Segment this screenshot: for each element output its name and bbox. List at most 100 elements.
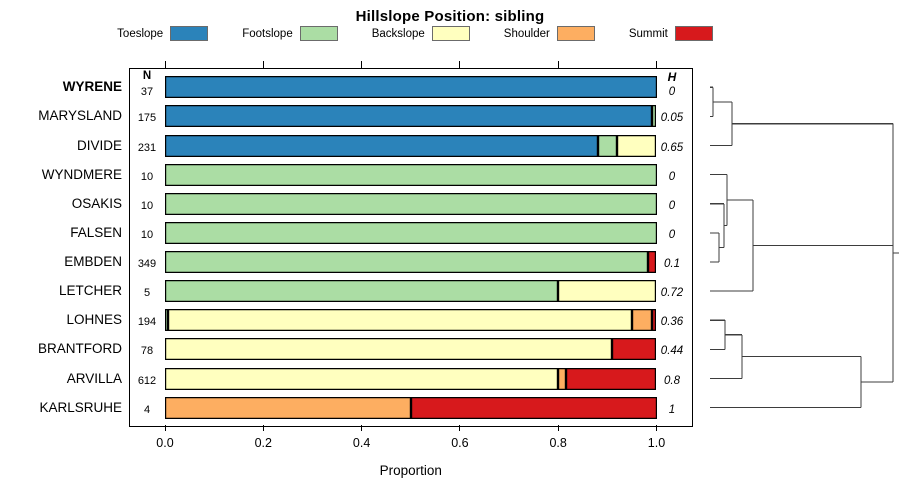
bar-segment-footslope <box>597 134 618 157</box>
bar-segment-footslope <box>165 251 648 274</box>
bar-segment-backslope <box>558 280 657 303</box>
row-label-embden: EMBDEN <box>64 254 122 270</box>
legend-item-toeslope: Toeslope <box>117 26 209 41</box>
legend-label: Toeslope <box>117 27 164 40</box>
bar-segment-summit <box>651 309 657 332</box>
row-h-value: 0.05 <box>660 112 684 125</box>
row-h-value: 0 <box>668 86 676 99</box>
row-h-value: 0.44 <box>660 345 684 358</box>
bar-segment-shoulder <box>558 367 566 390</box>
row-n-value: 10 <box>140 170 154 183</box>
x-axis-tick <box>262 424 264 431</box>
n-column-header: N <box>142 70 152 83</box>
legend: Toeslope Footslope Backslope Shoulder Summit <box>0 26 830 41</box>
x-axis-tick-top <box>656 61 657 68</box>
bar-segment-summit <box>410 396 657 419</box>
x-axis-tick-top <box>164 61 166 68</box>
legend-swatch-footslope-icon <box>299 26 338 41</box>
legend-item-backslope: Backslope <box>372 26 470 41</box>
bar-row-wyndmere <box>165 163 657 186</box>
bar-segment-backslope <box>165 338 613 361</box>
row-h-value: 0 <box>668 199 676 212</box>
legend-label: Footslope <box>242 27 293 40</box>
row-n-value: 10 <box>140 199 154 212</box>
x-axis-tick <box>557 424 559 431</box>
row-label-brantford: BRANTFORD <box>38 341 122 357</box>
bar-segment-shoulder <box>631 309 652 332</box>
bar-row-marysland <box>165 105 657 128</box>
x-axis-tick-top <box>361 61 363 68</box>
row-label-letcher: LETCHER <box>58 283 122 299</box>
legend-label: Shoulder <box>503 27 550 40</box>
bar-row-letcher <box>165 280 657 303</box>
legend-swatch-shoulder-icon <box>556 26 595 41</box>
x-axis-title: Proportion <box>379 463 442 478</box>
row-n-value: 349 <box>137 258 157 271</box>
row-n-value: 231 <box>137 141 157 154</box>
bar-row-karlsruhe <box>165 396 657 419</box>
x-axis-tick <box>361 424 363 431</box>
row-n-value: 194 <box>137 316 157 329</box>
bar-segment-footslope <box>165 309 168 332</box>
bar-row-brantford <box>165 338 657 361</box>
x-axis-tick <box>459 424 461 431</box>
bar-segment-footslope <box>651 105 657 128</box>
h-column-header: H <box>667 69 677 84</box>
bar-row-arvilla <box>165 367 657 390</box>
legend-swatch-backslope-icon <box>431 26 470 41</box>
row-n-value: 37 <box>140 86 154 99</box>
page-title: Hillslope Position: sibling <box>355 8 545 25</box>
legend-label: Summit <box>628 27 668 40</box>
bar-row-falsen <box>165 221 657 244</box>
row-h-value: 1 <box>668 403 676 416</box>
legend-item-footslope: Footslope <box>242 26 338 41</box>
bar-segment-summit <box>647 251 657 274</box>
x-axis-tick-label: 0.4 <box>352 436 371 450</box>
x-axis-tick-top <box>262 61 264 68</box>
x-axis-tick-label: 0.2 <box>254 436 272 450</box>
bar-segment-footslope <box>165 163 657 186</box>
x-axis-tick <box>164 424 166 431</box>
row-n-value: 5 <box>143 287 151 300</box>
x-axis-tick-top <box>459 61 461 68</box>
legend-swatch-toeslope-icon <box>170 26 209 41</box>
bar-segment-backslope <box>617 134 657 157</box>
row-label-wyndmere: WYNDMERE <box>41 166 122 182</box>
bar-row-lohnes <box>165 309 657 332</box>
x-axis-tick-label: 0.0 <box>156 436 174 450</box>
bar-segment-shoulder <box>165 396 411 419</box>
row-label-marysland: MARYSLAND <box>38 108 122 124</box>
row-n-value: 10 <box>140 228 154 241</box>
row-h-value: 0.1 <box>664 258 680 271</box>
bar-segment-summit <box>565 367 657 390</box>
bar-segment-toeslope <box>165 105 652 128</box>
bar-segment-backslope <box>167 309 632 332</box>
row-n-value: 78 <box>140 345 154 358</box>
row-n-value: 175 <box>137 112 157 125</box>
row-label-osakis: OSAKIS <box>71 195 122 211</box>
x-axis-tick-label: 1.0 <box>647 436 666 450</box>
row-label-wyrene: WYRENE <box>62 79 122 95</box>
row-label-falsen: FALSEN <box>70 224 122 240</box>
legend-item-summit: Summit <box>629 26 713 41</box>
bar-segment-footslope <box>165 280 559 303</box>
row-n-value: 4 <box>143 403 151 416</box>
row-label-divide: DIVIDE <box>76 137 122 153</box>
bar-segment-backslope <box>165 367 559 390</box>
row-n-value: 612 <box>137 374 157 387</box>
legend-item-shoulder: Shoulder <box>504 26 595 41</box>
row-label-lohnes: LOHNES <box>66 312 122 328</box>
bar-segment-summit <box>612 338 657 361</box>
bar-segment-footslope <box>165 192 657 215</box>
row-h-value: 0.72 <box>660 287 684 300</box>
x-axis-tick <box>656 424 657 431</box>
bar-row-osakis <box>165 192 657 215</box>
bar-segment-footslope <box>165 221 657 244</box>
row-h-value: 0 <box>668 170 676 183</box>
x-axis-tick-label: 0.8 <box>549 436 567 450</box>
bar-row-embden <box>165 251 657 274</box>
bar-segment-toeslope <box>165 134 598 157</box>
row-label-karlsruhe: KARLSRUHE <box>39 399 122 415</box>
x-axis-tick-label: 0.6 <box>451 436 469 450</box>
